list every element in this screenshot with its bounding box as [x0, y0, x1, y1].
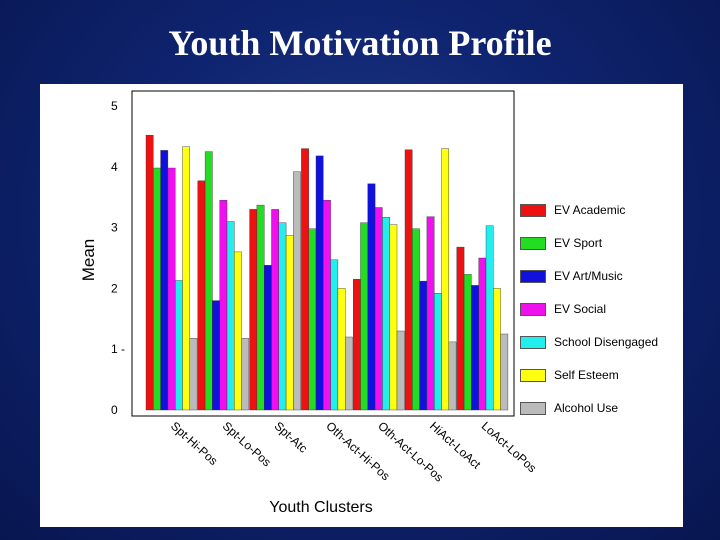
legend-label: EV Academic: [554, 203, 626, 217]
bar: [478, 257, 487, 411]
bar: [419, 280, 428, 411]
y-tick-label: 3: [111, 221, 118, 235]
bar: [353, 279, 361, 411]
y-tick-label: 5: [111, 99, 118, 113]
legend-label: Self Esteem: [554, 368, 619, 382]
legend-swatch: [520, 270, 546, 283]
bar: [500, 333, 509, 411]
bar: [426, 216, 435, 411]
bar: [219, 199, 228, 411]
bar: [308, 228, 317, 411]
x-tick-label: Spt-Lo-Pos: [220, 419, 274, 470]
bar: [360, 222, 369, 411]
bar: [241, 338, 250, 411]
y-tick-label: 2: [111, 281, 118, 295]
slide-title: Youth Motivation Profile: [168, 23, 552, 63]
bar-series: [145, 135, 509, 411]
y-tick-label: 0: [111, 403, 118, 417]
bar: [249, 209, 258, 411]
bar: [448, 341, 457, 411]
y-tick-label: 1 -: [111, 342, 125, 356]
legend-swatch: [520, 369, 546, 382]
bar: [167, 167, 176, 411]
bar: [323, 199, 331, 411]
bar: [271, 209, 280, 411]
bar: [160, 150, 169, 411]
bar: [471, 285, 479, 411]
bar: [204, 151, 213, 411]
bar: [301, 148, 309, 411]
bar: [493, 288, 501, 411]
bar: [389, 224, 398, 411]
bar: [337, 288, 346, 411]
legend-label: Alcohol Use: [554, 401, 619, 415]
x-tick-label: LoAct-LoPos: [479, 419, 539, 475]
bar: [212, 300, 220, 411]
bar: [263, 265, 272, 411]
legend-label: School Disengaged: [554, 335, 659, 349]
chart-panel: 0 1 - 2 3 4 5 Spt-Hi-Pos Spt-Lo-Pos Spt-Atc Oth-…: [40, 84, 683, 527]
bar: [174, 280, 183, 411]
bar: [189, 338, 198, 411]
bar: [226, 221, 235, 411]
x-tick-label: Spt-Atc: [272, 419, 311, 456]
bar: [485, 225, 494, 411]
bar: [315, 155, 324, 411]
bar: [434, 293, 442, 411]
bar: [234, 251, 242, 411]
legend-label: EV Social: [554, 302, 607, 316]
bar: [182, 146, 191, 411]
bar: [285, 235, 294, 411]
bar: [441, 148, 450, 411]
x-tick-label: Spt-Hi-Pos: [168, 419, 220, 468]
bar: [404, 149, 413, 411]
legend-swatch: [520, 336, 546, 349]
bar: [293, 171, 301, 411]
legend-swatch: [520, 204, 546, 217]
bar: [330, 259, 339, 411]
bar: [412, 228, 420, 411]
bar: [197, 180, 206, 411]
legend-swatch: [520, 303, 546, 316]
legend-label: EV Sport: [554, 236, 603, 250]
y-axis-ticks: 0 1 - 2 3 4 5: [111, 99, 125, 417]
y-tick-label: 4: [111, 160, 118, 174]
bar: [463, 274, 472, 411]
legend-label: EV Art/Music: [554, 269, 623, 283]
bar: [145, 135, 154, 411]
bar: [396, 330, 405, 411]
bar: [374, 207, 383, 411]
bar: [382, 217, 390, 411]
legend-swatch: [520, 402, 546, 415]
bar: [345, 336, 353, 411]
bar: [153, 167, 161, 411]
plot-frame: [131, 90, 515, 417]
legend-swatch: [520, 237, 546, 250]
bar: [456, 246, 465, 411]
bar: [278, 222, 287, 411]
x-axis-label: Youth Clusters: [269, 499, 372, 516]
y-axis-label: Mean: [79, 239, 98, 282]
bar: [367, 183, 376, 411]
bar: [256, 204, 265, 411]
